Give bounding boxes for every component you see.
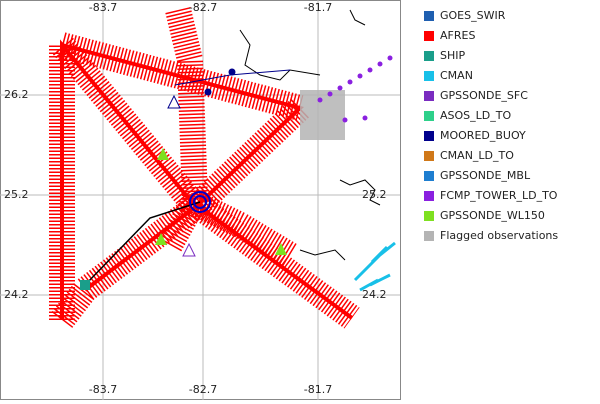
legend-label: GOES_SWIR — [440, 9, 506, 22]
obs — [228, 68, 236, 76]
marker — [182, 242, 196, 257]
legend-swatch — [424, 211, 434, 221]
legend-label: Flagged observations — [440, 229, 558, 242]
lat-label: 24.2 — [362, 288, 387, 301]
legend-swatch — [424, 171, 434, 181]
legend-swatch — [424, 231, 434, 241]
lon-label: -83.7 — [89, 1, 117, 14]
lat-label: 25.2 — [362, 188, 387, 201]
afres-tracks — [49, 6, 360, 329]
obs — [327, 91, 333, 97]
marker — [157, 148, 169, 160]
flight-track — [194, 193, 297, 267]
lat-label: 26.2 — [4, 88, 29, 101]
obs — [362, 115, 368, 121]
legend-swatch — [424, 31, 434, 41]
obs — [342, 117, 348, 123]
flight-track-core — [60, 39, 354, 320]
obs — [387, 55, 393, 61]
green-markers — [155, 148, 287, 255]
legend-label: GPSSONDE_WL150 — [440, 209, 545, 222]
legend-label: GPSSONDE_SFC — [440, 89, 528, 102]
lon-label: -82.7 — [189, 383, 217, 396]
lat-label: 25.2 — [4, 188, 29, 201]
legend-label: MOORED_BUOY — [440, 129, 526, 142]
legend-label: FCMP_TOWER_LD_TO — [440, 189, 558, 202]
legend-label: GPSSONDE_MBL — [440, 169, 531, 182]
coordinate-labels: -83.7 -82.7 -81.7 -83.7 -82.7 -81.7 26.2 25.2 24… — [4, 1, 387, 396]
legend-swatch — [424, 191, 434, 201]
legend-swatch — [424, 151, 434, 161]
lon-label: -82.7 — [189, 1, 217, 14]
lon-label: -83.7 — [89, 383, 117, 396]
legend-label: CMAN_LD_TO — [440, 149, 514, 162]
legend-swatch — [424, 11, 434, 21]
purple-dots — [317, 55, 393, 123]
sonde-path — [84, 201, 201, 286]
track — [174, 69, 291, 86]
obs — [347, 79, 353, 85]
legend-label: AFRES — [440, 29, 475, 42]
obs — [377, 61, 383, 67]
coast — [299, 249, 346, 261]
legend-swatch — [424, 131, 434, 141]
legend: GOES_SWIR AFRES SHIP CMAN GPSSONDE_SFC ASOS_L… — [424, 9, 558, 242]
flagged-cluster — [300, 90, 345, 140]
ring — [193, 195, 207, 209]
lon-label: -81.7 — [304, 383, 332, 396]
obs — [317, 97, 323, 103]
buoy-marker — [167, 94, 181, 109]
cman-barbs — [353, 241, 396, 292]
sonde — [80, 280, 90, 290]
obs — [204, 88, 212, 96]
obs — [367, 67, 373, 73]
buoy-track — [167, 68, 291, 257]
legend-label: ASOS_LD_TO — [440, 109, 511, 122]
lon-label: -81.7 — [304, 1, 332, 14]
legend-swatch — [424, 71, 434, 81]
coast — [349, 9, 366, 26]
flight-track — [158, 6, 208, 252]
legend-swatch — [424, 51, 434, 61]
marker — [155, 233, 167, 245]
obs — [357, 73, 363, 79]
marker — [275, 243, 287, 255]
legend-label: SHIP — [440, 49, 465, 62]
obs — [337, 85, 343, 91]
lat-label: 24.2 — [4, 288, 29, 301]
storm-center — [189, 191, 211, 213]
barbs — [353, 241, 396, 292]
legend-label: CMAN — [440, 69, 473, 82]
coast — [339, 179, 381, 206]
legend-swatch — [424, 111, 434, 121]
legend-swatch — [424, 91, 434, 101]
ring — [189, 191, 211, 213]
